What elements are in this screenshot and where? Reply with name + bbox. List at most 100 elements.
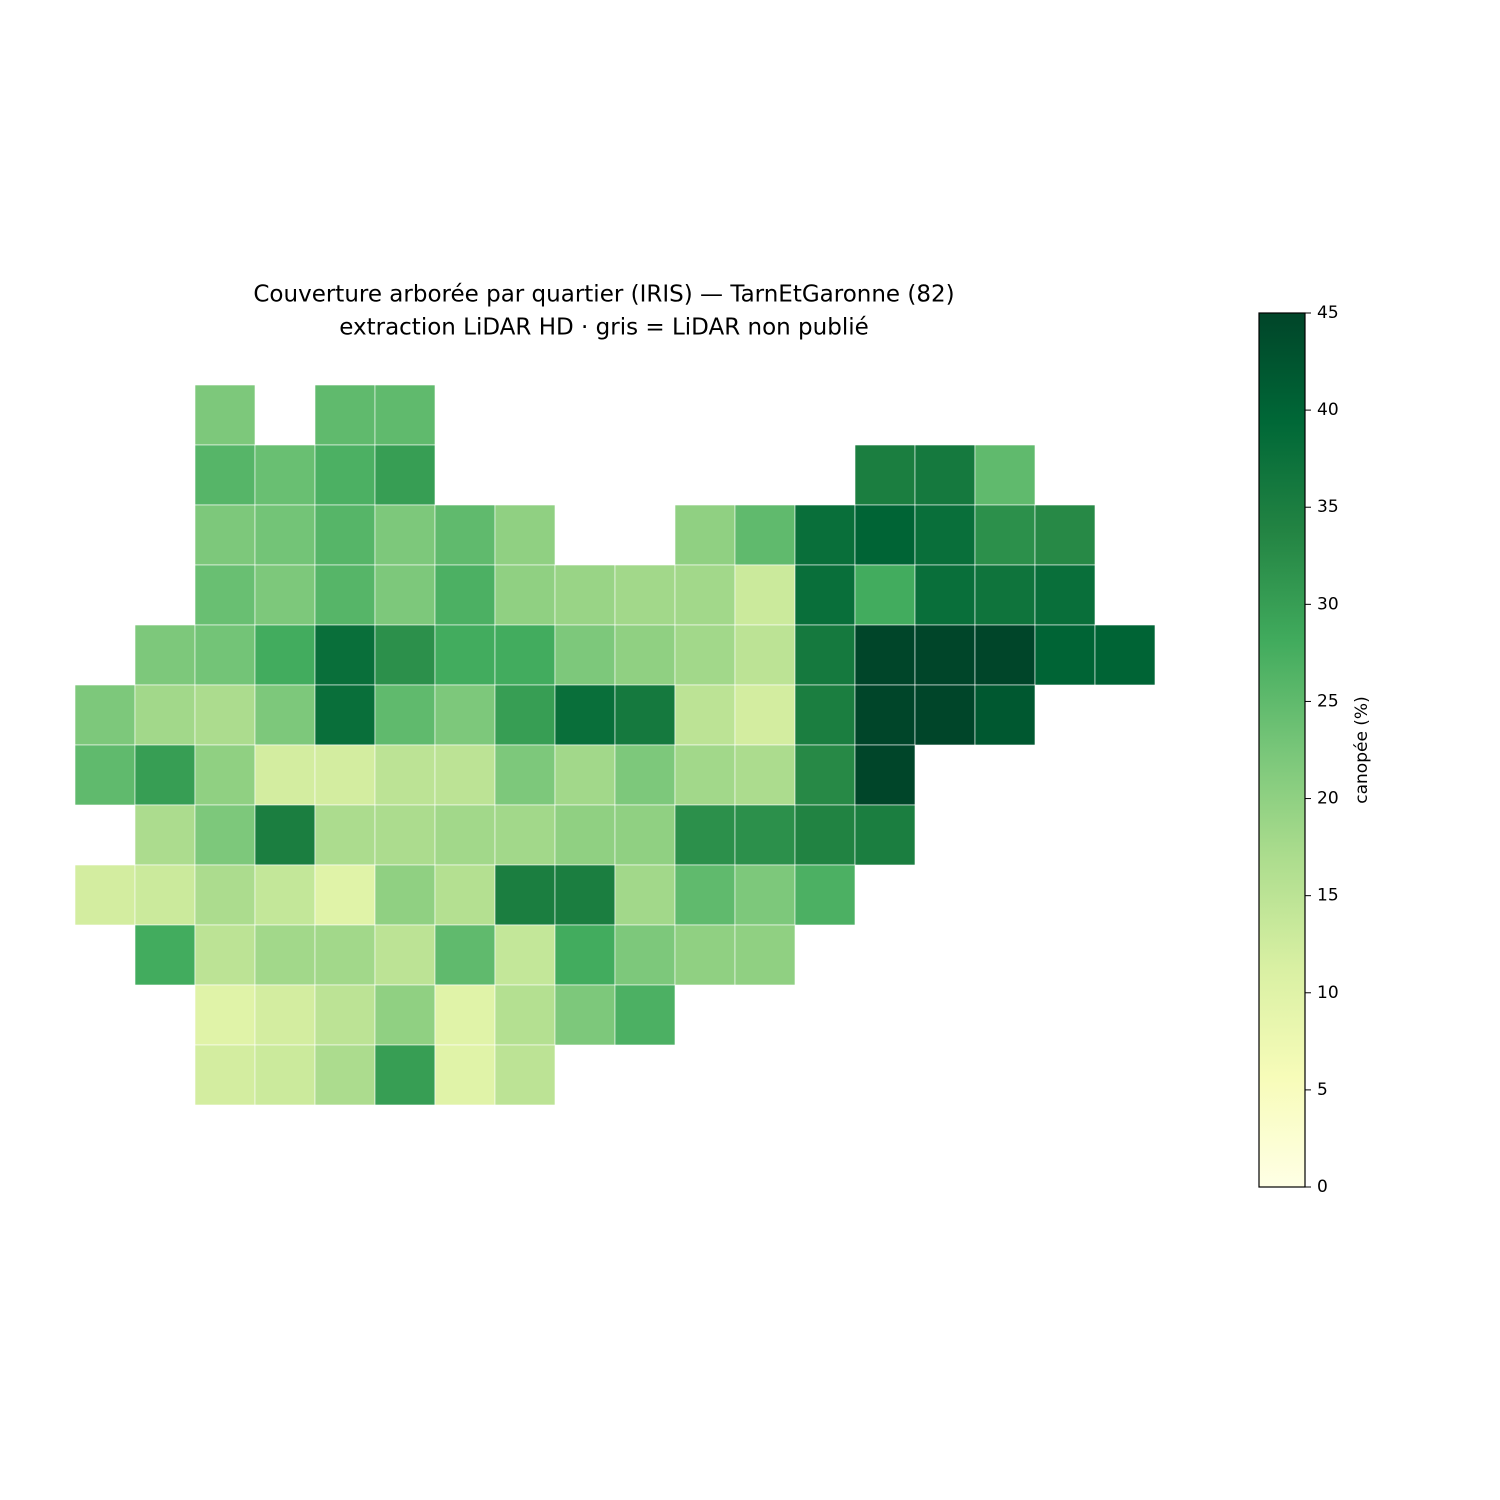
region-cell <box>254 504 316 566</box>
region-cell <box>314 684 376 746</box>
region-cell <box>134 864 196 926</box>
region-cell <box>1034 564 1096 626</box>
region-cell <box>74 744 136 806</box>
region-cell <box>494 504 556 566</box>
region-cell <box>554 984 616 1046</box>
region-cell <box>74 684 136 746</box>
region-cell <box>254 1044 316 1106</box>
map-subtitle: extraction LiDAR HD · gris = LiDAR non p… <box>339 315 869 341</box>
region-cell <box>614 684 676 746</box>
region-cell <box>494 984 556 1046</box>
region-cell <box>434 624 496 686</box>
region-cell <box>854 684 916 746</box>
region-cell <box>434 564 496 626</box>
colorbar: 0 5 10 15 20 25 30 35 40 45 canopée (%) <box>1258 303 1372 1197</box>
region-cell <box>794 744 856 806</box>
region-cell <box>434 504 496 566</box>
region-cell <box>314 864 376 926</box>
region-cell <box>734 684 796 746</box>
colorbar-tick-label: 0 <box>1317 1177 1328 1197</box>
region-cell <box>194 924 256 986</box>
region-cell <box>614 744 676 806</box>
region-cell <box>554 864 616 926</box>
colorbar-tick-label: 5 <box>1317 1080 1328 1100</box>
region-cell <box>254 804 316 866</box>
region-cell <box>254 624 316 686</box>
region-cell <box>674 744 736 806</box>
region-cell <box>794 564 856 626</box>
region-cell <box>554 684 616 746</box>
map-regions <box>74 384 1156 1106</box>
region-cell <box>614 624 676 686</box>
region-cell <box>734 564 796 626</box>
region-cell <box>374 924 436 986</box>
region-cell <box>194 1044 256 1106</box>
region-cell <box>314 924 376 986</box>
colorbar-tick-label: 25 <box>1317 691 1339 711</box>
region-cell <box>854 504 916 566</box>
region-cell <box>794 684 856 746</box>
region-cell <box>374 864 436 926</box>
colorbar-tick-label: 45 <box>1317 303 1339 323</box>
region-cell <box>614 924 676 986</box>
region-cell <box>314 1044 376 1106</box>
region-cell <box>854 624 916 686</box>
region-cell <box>134 684 196 746</box>
region-cell <box>134 624 196 686</box>
region-cell <box>314 564 376 626</box>
region-cell <box>494 1044 556 1106</box>
region-cell <box>374 1044 436 1106</box>
region-cell <box>854 804 916 866</box>
region-cell <box>314 504 376 566</box>
region-cell <box>674 924 736 986</box>
region-cell <box>674 564 736 626</box>
region-cell <box>674 804 736 866</box>
region-cell <box>614 984 676 1046</box>
region-cell <box>974 624 1036 686</box>
region-cell <box>914 504 976 566</box>
region-cell <box>674 684 736 746</box>
region-cell <box>494 924 556 986</box>
region-cell <box>794 864 856 926</box>
region-cell <box>254 864 316 926</box>
region-cell <box>374 444 436 506</box>
colorbar-tick-label: 35 <box>1317 497 1339 517</box>
region-cell <box>974 444 1036 506</box>
colorbar-label: canopée (%) <box>1352 696 1372 803</box>
region-cell <box>974 564 1036 626</box>
region-cell <box>794 504 856 566</box>
region-cell <box>194 564 256 626</box>
region-cell <box>134 924 196 986</box>
region-cell <box>554 924 616 986</box>
region-cell <box>974 684 1036 746</box>
region-cell <box>434 1044 496 1106</box>
region-cell <box>194 744 256 806</box>
region-cell <box>314 744 376 806</box>
region-cell <box>194 684 256 746</box>
region-cell <box>974 504 1036 566</box>
region-cell <box>494 684 556 746</box>
region-cell <box>194 804 256 866</box>
region-cell <box>674 864 736 926</box>
region-cell <box>794 624 856 686</box>
region-cell <box>734 624 796 686</box>
region-cell <box>194 504 256 566</box>
region-cell <box>854 444 916 506</box>
region-cell <box>434 684 496 746</box>
region-cell <box>914 684 976 746</box>
region-cell <box>554 804 616 866</box>
region-cell <box>374 564 436 626</box>
colorbar-tick-label: 15 <box>1317 886 1339 906</box>
region-cell <box>374 984 436 1046</box>
region-cell <box>194 444 256 506</box>
region-cell <box>254 564 316 626</box>
region-cell <box>374 504 436 566</box>
region-cell <box>374 624 436 686</box>
region-cell <box>734 804 796 866</box>
region-cell <box>254 984 316 1046</box>
region-cell <box>554 744 616 806</box>
region-cell <box>254 924 316 986</box>
region-cell <box>194 384 256 446</box>
region-cell <box>494 564 556 626</box>
